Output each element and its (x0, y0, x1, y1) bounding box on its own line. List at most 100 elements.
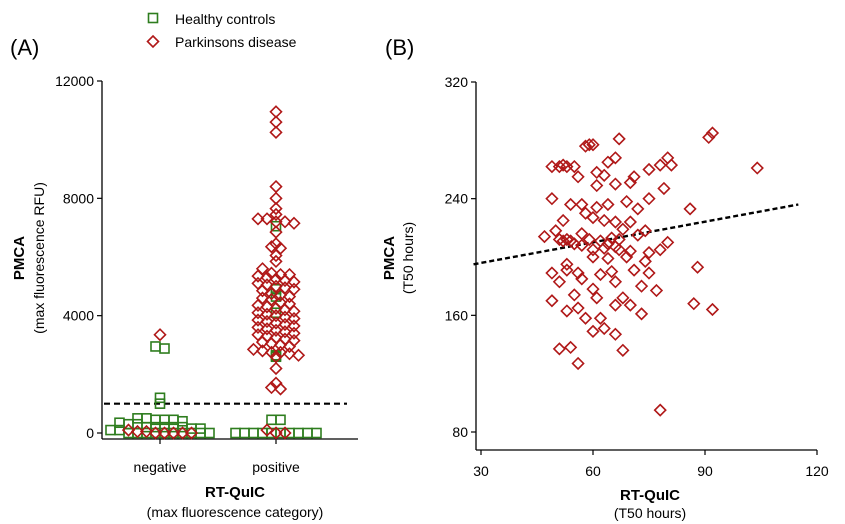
panel-a-point (230, 427, 241, 439)
panel-b-point (608, 298, 623, 312)
panel-b-point (590, 178, 604, 193)
panel-b-point (631, 228, 645, 242)
panel-b-xtick-label: 120 (805, 463, 829, 479)
panel-a-point (269, 426, 283, 440)
panel-a-point (264, 380, 279, 395)
panel-a-point (132, 418, 143, 430)
panel-b-point (593, 267, 608, 282)
panel-a-point (269, 201, 283, 216)
panel-a-point (278, 310, 292, 324)
panel-a-ytick-label: 4000 (63, 308, 94, 324)
panel-b-xtick-label: 30 (473, 463, 489, 479)
panel-a-point (260, 307, 274, 321)
panel-a-point (273, 288, 288, 302)
panel-b-axes: 80 160 240 320 30 60 90 120 (445, 74, 829, 479)
panel-b-point (627, 170, 641, 184)
panel-a-point (255, 335, 270, 349)
panel-b-point (567, 237, 581, 251)
panel-b-point (634, 307, 649, 321)
panel-b-trendline (473, 203, 799, 266)
panel-b-point (612, 132, 626, 146)
panel-a-point (166, 426, 181, 440)
panel-b-point (638, 254, 652, 269)
panel-b-point (582, 232, 596, 247)
panel-a-point (269, 254, 283, 269)
panel-b-point (601, 155, 615, 169)
panel-a-point (293, 427, 304, 439)
panel-b-point (608, 151, 623, 165)
panel-b-point (683, 202, 697, 216)
panel-b-point (601, 197, 615, 212)
panel-b-point (653, 158, 667, 172)
panel-b-point (552, 275, 567, 289)
panel-b-point (657, 181, 671, 196)
panel-a-point (153, 328, 167, 342)
panel-b-point (593, 311, 608, 325)
panel-b-point (571, 301, 585, 315)
legend-marker-parkinsons (146, 34, 160, 49)
panel-a-point (269, 125, 283, 139)
panel-a-point (269, 207, 283, 222)
panel-b-point (560, 232, 574, 247)
panel-b-xlabel: RT-QuIC (620, 487, 680, 504)
panel-a-point (269, 301, 283, 315)
panel-b-point (549, 224, 563, 238)
panel-b-point (664, 158, 679, 172)
panel-a-point (287, 319, 301, 333)
panel-a-point (287, 304, 301, 318)
panel-b-point (537, 229, 552, 244)
panel-a-point (255, 344, 270, 358)
panel-b-point (560, 263, 574, 277)
panel-b-point (649, 283, 664, 298)
panel-a-point (269, 316, 283, 330)
panel-b-point (597, 213, 611, 228)
panel-b-ytick-label: 240 (445, 191, 469, 207)
panel-a-point (251, 269, 265, 283)
panel-a-point (154, 392, 166, 404)
panel-a-point (302, 427, 313, 439)
panel-a-point (105, 424, 116, 436)
panel-b-ytick-label: 320 (445, 74, 469, 90)
panel-b-point (653, 403, 667, 417)
panel-a-point (282, 347, 297, 361)
panel-a-point (275, 414, 286, 426)
panel-a-point (282, 289, 297, 304)
panel-b-point (578, 311, 593, 325)
panel-b-point (545, 266, 559, 280)
panel-b-ytick-label: 80 (452, 424, 468, 440)
panel-a-xtick-label: negative (134, 459, 187, 475)
panel-a-point (150, 341, 161, 352)
panel-a-point (260, 423, 274, 437)
panel-b-point (567, 159, 581, 174)
panel-b-point (563, 340, 578, 355)
panel-b-point (642, 162, 656, 177)
panel-b-point (661, 235, 675, 250)
panel-b-point (623, 298, 637, 312)
panel-b-point (597, 168, 611, 182)
panel-b-point (556, 213, 570, 228)
panel-b-points (537, 126, 764, 417)
panel-a-xlabel-sub: (max fluorescence category) (147, 504, 324, 520)
panel-b-point (586, 210, 600, 225)
panel-b-point (586, 243, 600, 257)
panel-b-point (619, 194, 634, 209)
panel-a-point (255, 284, 270, 298)
panel-a-points (105, 105, 322, 440)
panel-a-point (264, 240, 279, 254)
panel-b-point (616, 222, 630, 236)
panel-b-point (605, 231, 619, 245)
panel-b-point (563, 197, 578, 212)
panel-b-point (552, 342, 567, 356)
legend-label-healthy: Healthy controls (175, 11, 275, 27)
panel-a-ylabel-sub: (max fluorescence RFU) (31, 182, 47, 334)
panel-b-point (619, 250, 634, 264)
panel-a-point (177, 415, 188, 427)
panel-b-point (571, 266, 585, 280)
panel-a-point (148, 426, 163, 440)
panel-b-point (661, 151, 675, 165)
panel-b-point (597, 321, 611, 336)
panel-a-xtick-label: positive (252, 459, 300, 475)
panel-b-point (631, 202, 645, 216)
panel-b-point (575, 238, 589, 252)
panel-b-point (616, 343, 630, 357)
